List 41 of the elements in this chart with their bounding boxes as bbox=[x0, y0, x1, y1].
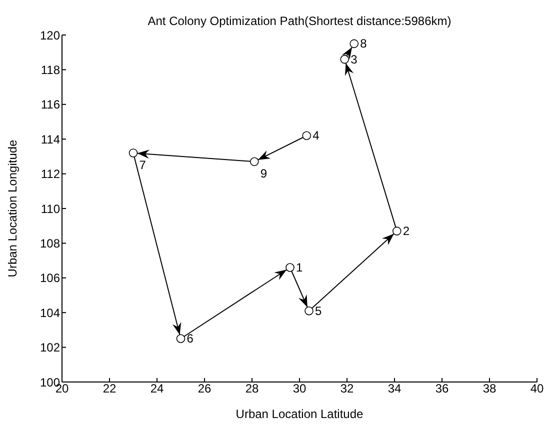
point bbox=[128, 148, 138, 158]
annotation: 4 bbox=[312, 128, 320, 143]
chart-title: Ant Colony Optimization Path(Shortest distance:5986km) bbox=[146, 14, 452, 28]
point bbox=[304, 306, 314, 316]
point bbox=[286, 263, 294, 272]
x-tick-label: 32 bbox=[340, 382, 354, 396]
x-tick-label: 24 bbox=[150, 382, 164, 396]
x-tick-label: 40 bbox=[530, 382, 544, 396]
y-tick-label: 102 bbox=[40, 340, 60, 355]
annotation: 6 bbox=[186, 332, 194, 346]
annotation: 8 bbox=[360, 36, 368, 51]
x-tick-label: 30 bbox=[292, 382, 306, 396]
x-tick-label: 34 bbox=[388, 382, 402, 396]
x-axis-title: Urban Location Latitude bbox=[236, 407, 364, 421]
x-tick-label: 38 bbox=[482, 382, 496, 396]
point bbox=[250, 157, 259, 166]
annotation: 9 bbox=[260, 166, 268, 181]
x-tick-label: 22 bbox=[102, 382, 116, 396]
y-tick-label: 108 bbox=[40, 236, 60, 250]
annotation: 3 bbox=[350, 52, 358, 66]
point bbox=[302, 131, 312, 140]
y-tick-label: 114 bbox=[40, 132, 60, 146]
annotation: 2 bbox=[402, 224, 410, 238]
point bbox=[392, 226, 402, 236]
y-tick-label: 116 bbox=[40, 98, 60, 112]
y-tick-label: 104 bbox=[40, 306, 60, 320]
y-tick-label: 106 bbox=[40, 271, 60, 286]
annotation: 7 bbox=[139, 158, 146, 172]
annotation: 1 bbox=[296, 260, 303, 274]
x-tick-label: 36 bbox=[435, 382, 449, 396]
annotation: 5 bbox=[315, 304, 322, 318]
y-tick-label: 118 bbox=[40, 62, 60, 77]
y-axis-title: Urban Location Longitude bbox=[5, 139, 20, 278]
y-tick-label: 112 bbox=[40, 167, 60, 182]
point bbox=[340, 54, 350, 64]
y-tick-label: 110 bbox=[40, 202, 60, 216]
point bbox=[176, 334, 186, 344]
x-tick-label: 26 bbox=[198, 382, 212, 396]
y-tick-label: 120 bbox=[40, 28, 60, 42]
x-tick-label: 28 bbox=[245, 382, 259, 396]
point bbox=[350, 39, 359, 48]
